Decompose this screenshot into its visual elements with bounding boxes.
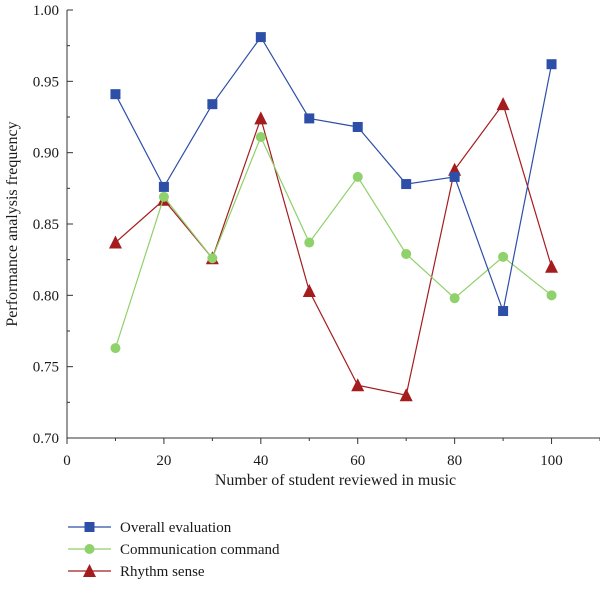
data-point [498, 306, 509, 317]
data-point [255, 32, 266, 43]
legend-item-overall-evaluation: Overall evaluation [68, 520, 232, 536]
x-tick-label: 20 [156, 453, 171, 469]
y-axis-title: Performance analysis frequency [4, 121, 21, 326]
series-line [114, 36, 553, 314]
legend-label: Communication command [120, 542, 280, 558]
y-tick-label: 1.00 [33, 3, 59, 19]
x-tick-label: 80 [447, 453, 462, 469]
data-point [110, 343, 121, 354]
y-tick-label: 0.90 [33, 146, 59, 162]
legend-marker [83, 564, 96, 577]
y-tick-label: 0.70 [33, 431, 59, 447]
series-line [115, 102, 553, 396]
data-point [304, 237, 315, 248]
data-point [546, 59, 557, 70]
data-point [158, 191, 169, 202]
data-point [449, 171, 460, 182]
y-tick-label: 0.80 [33, 288, 59, 304]
legend-label: Rhythm sense [120, 564, 205, 580]
x-tick-label: 40 [253, 453, 268, 469]
data-point [254, 111, 268, 125]
series-layer [108, 32, 559, 402]
legend-label: Overall evaluation [120, 520, 232, 536]
data-point [546, 290, 557, 301]
data-point [545, 259, 559, 273]
x-tick-label: 60 [350, 453, 365, 469]
data-point [304, 113, 315, 124]
x-axis-title: Number of student reviewed in music [215, 472, 456, 489]
data-point [351, 378, 365, 392]
legend: Overall evaluation Communication command R… [68, 520, 280, 580]
data-point [158, 181, 169, 192]
y-tick-label: 0.85 [33, 217, 59, 233]
data-point [401, 179, 412, 190]
data-point [352, 171, 363, 182]
data-point [449, 293, 460, 304]
data-point [255, 131, 266, 142]
data-point [352, 121, 363, 132]
legend-marker [84, 522, 95, 532]
x-tick-label: 0 [63, 453, 71, 469]
legend-marker [84, 544, 95, 554]
series-overall-evaluation [110, 32, 557, 317]
x-tick-label: 100 [540, 453, 563, 469]
legend-item-rhythm-sense: Rhythm sense [68, 564, 205, 580]
y-tick-label: 0.95 [33, 74, 59, 90]
series-line [114, 135, 552, 349]
data-point [496, 97, 510, 111]
data-point [302, 284, 316, 298]
data-point [108, 235, 122, 249]
legend-item-communication-command: Communication command [68, 542, 280, 558]
data-point [207, 99, 218, 110]
data-point [401, 248, 412, 259]
series-communication-command [110, 131, 557, 354]
y-tick-label: 0.75 [33, 360, 59, 376]
data-point [207, 253, 218, 264]
data-point [399, 388, 413, 402]
data-point [110, 89, 121, 100]
data-point [498, 251, 509, 262]
series-rhythm-sense [108, 97, 559, 402]
axes: 0.70 0.75 0.80 0.85 0.90 0.95 1.00 0 20 40 60 80 100… [4, 3, 600, 489]
